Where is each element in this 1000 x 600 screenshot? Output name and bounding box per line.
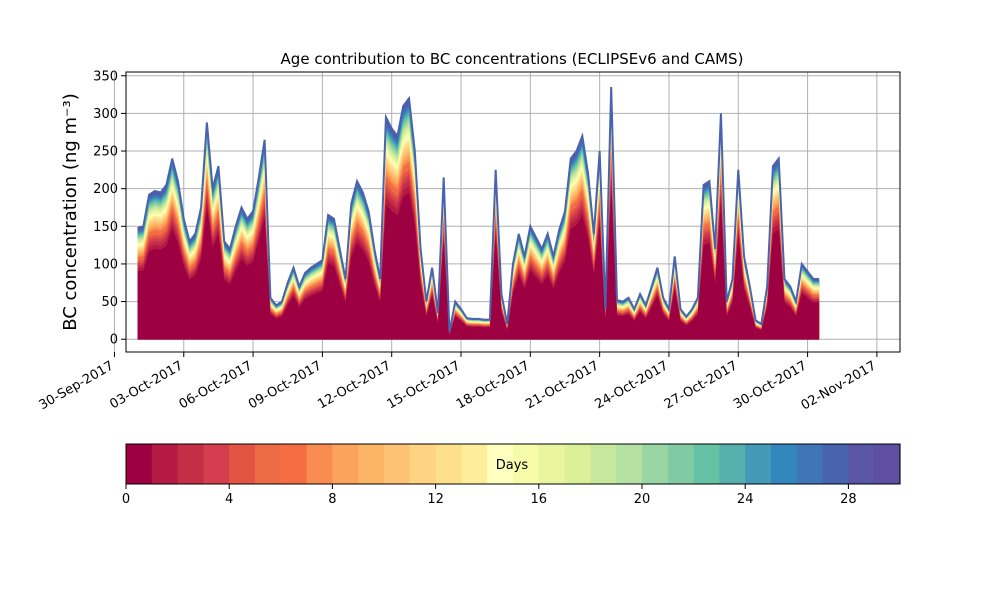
x-tick-label: 03-Oct-2017: [107, 358, 185, 412]
colorbar-segment-8: [332, 444, 359, 484]
colorbar-segment-17: [564, 444, 591, 484]
colorbar-segment-22: [693, 444, 720, 484]
y-tick-label: 50: [101, 295, 118, 310]
colorbar-segment-27: [822, 444, 849, 484]
colorbar-segment-0: [126, 444, 153, 484]
colorbar-segment-4: [229, 444, 256, 484]
x-tick-label: 30-Sep-2017: [37, 358, 117, 413]
y-axis-label: BC concentration (ng m⁻³): [60, 93, 81, 331]
colorbar-label: Days: [496, 458, 529, 473]
colorbar-segment-20: [642, 444, 669, 484]
colorbar-segment-23: [719, 444, 746, 484]
x-tick-label: 12-Oct-2017: [315, 358, 393, 412]
colorbar-tick-label: 8: [328, 492, 336, 507]
x-axis-ticks: 30-Sep-201703-Oct-201706-Oct-201709-Oct-…: [37, 352, 879, 413]
colorbar-segment-24: [745, 444, 772, 484]
colorbar-segment-14: [487, 444, 514, 484]
stacked-area-layer: [137, 87, 820, 340]
colorbar-segment-7: [306, 444, 333, 484]
x-tick-label: 21-Oct-2017: [523, 358, 601, 412]
colorbar-segment-2: [177, 444, 204, 484]
colorbar-tick-label: 20: [634, 492, 651, 507]
chart-title: Age contribution to BC concentrations (E…: [281, 50, 744, 68]
plot-frame: [125, 71, 901, 353]
total-concentration-line: [137, 87, 820, 332]
y-tick-label: 350: [93, 69, 118, 84]
colorbar-segment-25: [771, 444, 798, 484]
colorbar-segment-3: [203, 444, 230, 484]
colorbar-tick-label: 12: [427, 492, 444, 507]
colorbar-segment-26: [796, 444, 824, 484]
age-band-0-1-days: [137, 185, 820, 340]
outline-layer: [137, 87, 820, 340]
y-tick-label: 300: [93, 107, 118, 122]
colorbar-tick-label: 0: [122, 492, 130, 507]
x-tick-label: 27-Oct-2017: [662, 358, 740, 412]
y-axis-ticks: 0 50 100 150 200 250 300 350: [93, 69, 126, 348]
colorbar-tick-label: 24: [737, 492, 754, 507]
colorbar-segment-15: [513, 444, 540, 484]
y-tick-label: 0: [110, 333, 118, 348]
colorbar-segment-9: [358, 444, 385, 484]
colorbar-segment-18: [590, 444, 617, 484]
x-tick-label: 30-Oct-2017: [731, 358, 809, 412]
colorbar-tick-label: 16: [531, 492, 548, 507]
colorbar-ticks: 0 4 8 12 16 20 24 28: [122, 484, 857, 507]
colorbar-segment-19: [616, 444, 643, 484]
colorbar-segment-13: [461, 444, 488, 484]
colorbar-tick-label: 4: [225, 492, 233, 507]
colorbar-segment-6: [280, 444, 308, 484]
y-tick-label: 200: [93, 182, 118, 197]
x-tick-label: 15-Oct-2017: [385, 358, 463, 412]
colorbar-segment-10: [384, 444, 411, 484]
x-tick-label: 02-Nov-2017: [799, 358, 879, 413]
x-tick-label: 24-Oct-2017: [593, 358, 671, 412]
x-tick-label: 18-Oct-2017: [454, 358, 532, 412]
colorbar-segment-16: [538, 444, 566, 484]
colorbar-segment-21: [667, 444, 695, 484]
colorbar: [126, 444, 901, 484]
colorbar-tick-label: 28: [840, 492, 857, 507]
x-tick-label: 09-Oct-2017: [246, 358, 324, 412]
colorbar-segment-1: [151, 444, 179, 484]
x-tick-label: 06-Oct-2017: [177, 358, 255, 412]
colorbar-segment-11: [409, 444, 437, 484]
y-tick-label: 100: [93, 257, 118, 272]
y-tick-label: 150: [93, 220, 118, 235]
colorbar-frame: [125, 443, 901, 485]
colorbar-segment-28: [848, 444, 875, 484]
colorbar-segment-12: [435, 444, 462, 484]
colorbar-segment-29: [874, 444, 901, 484]
y-tick-label: 250: [93, 145, 118, 160]
colorbar-segment-5: [255, 444, 282, 484]
